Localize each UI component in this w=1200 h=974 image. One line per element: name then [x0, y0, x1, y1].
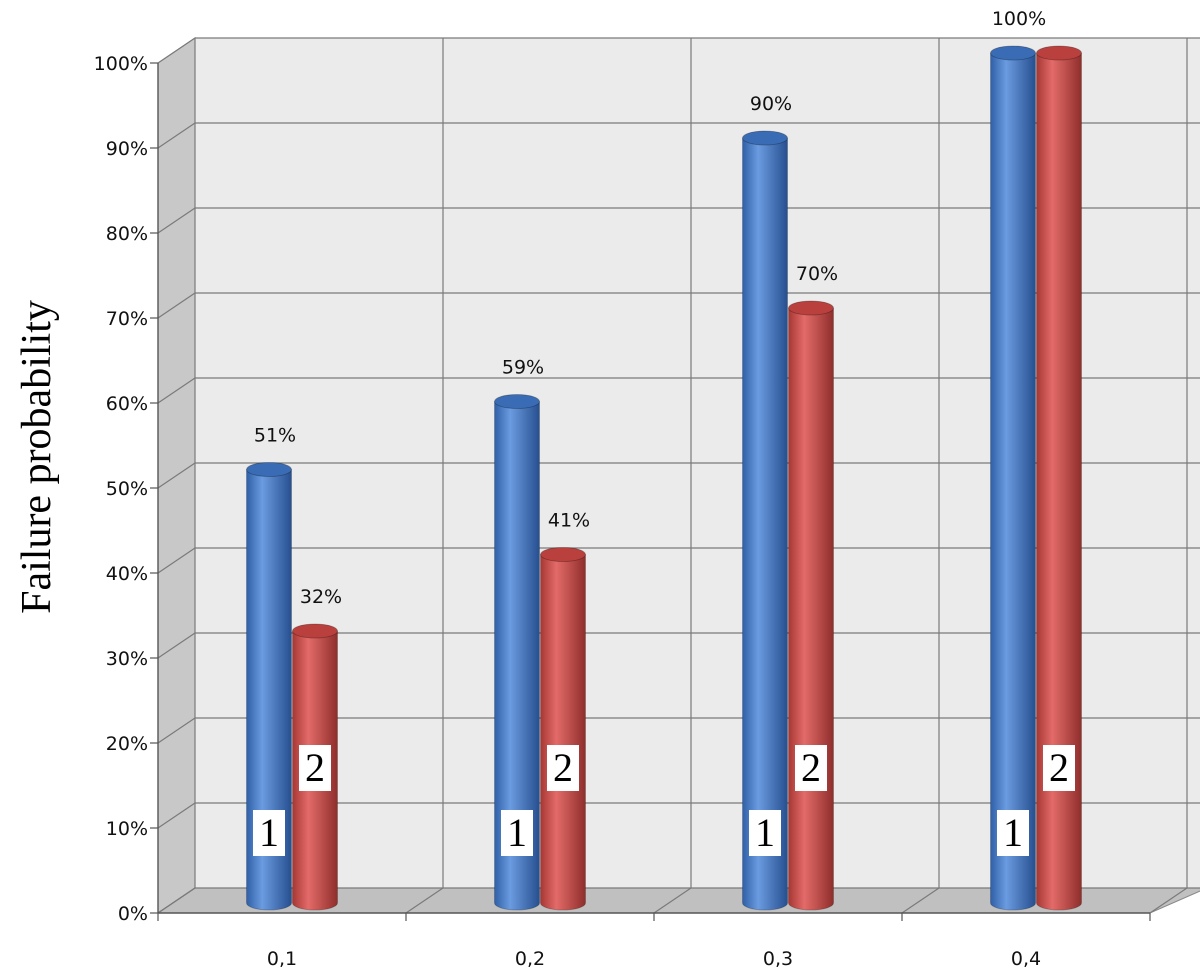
bar-top-series-1	[742, 130, 788, 146]
bar-top-series-1	[494, 394, 540, 409]
data-label: 90%	[750, 93, 792, 115]
series-tag-label: 1	[1003, 810, 1023, 855]
bar-top-series-2	[1036, 45, 1082, 61]
y-tick-label: 100%	[94, 53, 148, 75]
bar-series-1	[742, 137, 788, 911]
data-label: 32%	[300, 586, 342, 608]
series-tag-box	[253, 810, 285, 856]
floor-grid-line	[405, 887, 444, 914]
series-tag-box	[299, 745, 331, 791]
y-tick-label: 40%	[106, 563, 148, 585]
bar-series-2	[540, 554, 586, 911]
y-tick-label: 10%	[106, 818, 148, 840]
series-tag-label: 1	[507, 810, 527, 855]
data-label: 41%	[548, 510, 590, 532]
side-grid-line	[157, 292, 196, 319]
series-tag-label: 2	[305, 745, 325, 790]
y-tick-label: 0%	[118, 903, 148, 925]
series-tag-label: 2	[801, 745, 821, 790]
series-tag-box	[501, 810, 533, 856]
y-tick-label: 90%	[106, 138, 148, 160]
bar-series-1	[494, 401, 540, 911]
x-tick-label: 0,1	[267, 948, 297, 970]
bar-series-1	[990, 52, 1036, 911]
side-grid-line	[157, 122, 196, 149]
floor-grid-line	[157, 887, 196, 914]
y-tick-label: 30%	[106, 648, 148, 670]
y-axis-label: Failure probability	[14, 300, 60, 614]
y-tick-label: 60%	[106, 393, 148, 415]
series-tag-box	[547, 745, 579, 791]
side-grid-line	[157, 37, 196, 64]
series-tag-box	[749, 810, 781, 856]
bar-series-2	[788, 307, 834, 911]
side-grid-line	[157, 207, 196, 234]
bar-series-1	[246, 469, 292, 911]
y-tick-label: 50%	[106, 478, 148, 500]
bar-series-2	[1036, 52, 1082, 911]
y-tick-label: 70%	[106, 308, 148, 330]
series-tag-label: 2	[553, 745, 573, 790]
side-grid-line	[157, 462, 196, 489]
data-labels: 51% 32% 59% 41% 90% 70% 100%	[254, 8, 1046, 608]
series-tag-label: 1	[755, 810, 775, 855]
x-tick-label: 0,4	[1011, 948, 1041, 970]
side-grid-line	[157, 547, 196, 574]
side-grid-line	[157, 377, 196, 404]
series-tag-label: 1	[259, 810, 279, 855]
series-tag-box	[997, 810, 1029, 856]
bar-top-series-2	[788, 300, 834, 316]
bar-top-series-1	[246, 462, 292, 477]
series-tag-box	[795, 745, 827, 791]
y-tick-label: 80%	[106, 223, 148, 245]
side-grid-line	[157, 632, 196, 659]
data-label: 59%	[502, 357, 544, 379]
x-tick-label: 0,3	[763, 948, 793, 970]
floor-grid-line	[653, 887, 692, 914]
bar-top-series-2	[292, 623, 338, 639]
side-grid-line	[157, 802, 196, 829]
x-tick-label: 0,2	[515, 948, 545, 970]
floor-grid-line	[901, 887, 940, 914]
side-grid-line	[157, 717, 196, 744]
series-tag-box	[1043, 745, 1075, 791]
y-tick-label: 20%	[106, 733, 148, 755]
data-label: 51%	[254, 425, 296, 447]
bar-top-series-1	[990, 45, 1036, 61]
data-label: 70%	[796, 263, 838, 285]
floor-grid-line	[1149, 887, 1188, 914]
series-tag-label: 2	[1049, 745, 1069, 790]
data-label: 100%	[992, 8, 1046, 30]
axes: 0% 10% 20% 30% 40% 50% 60% 70% 80% 90% 100% 0,1 0,2 0…	[94, 53, 1151, 970]
bar-top-series-2	[540, 547, 586, 562]
